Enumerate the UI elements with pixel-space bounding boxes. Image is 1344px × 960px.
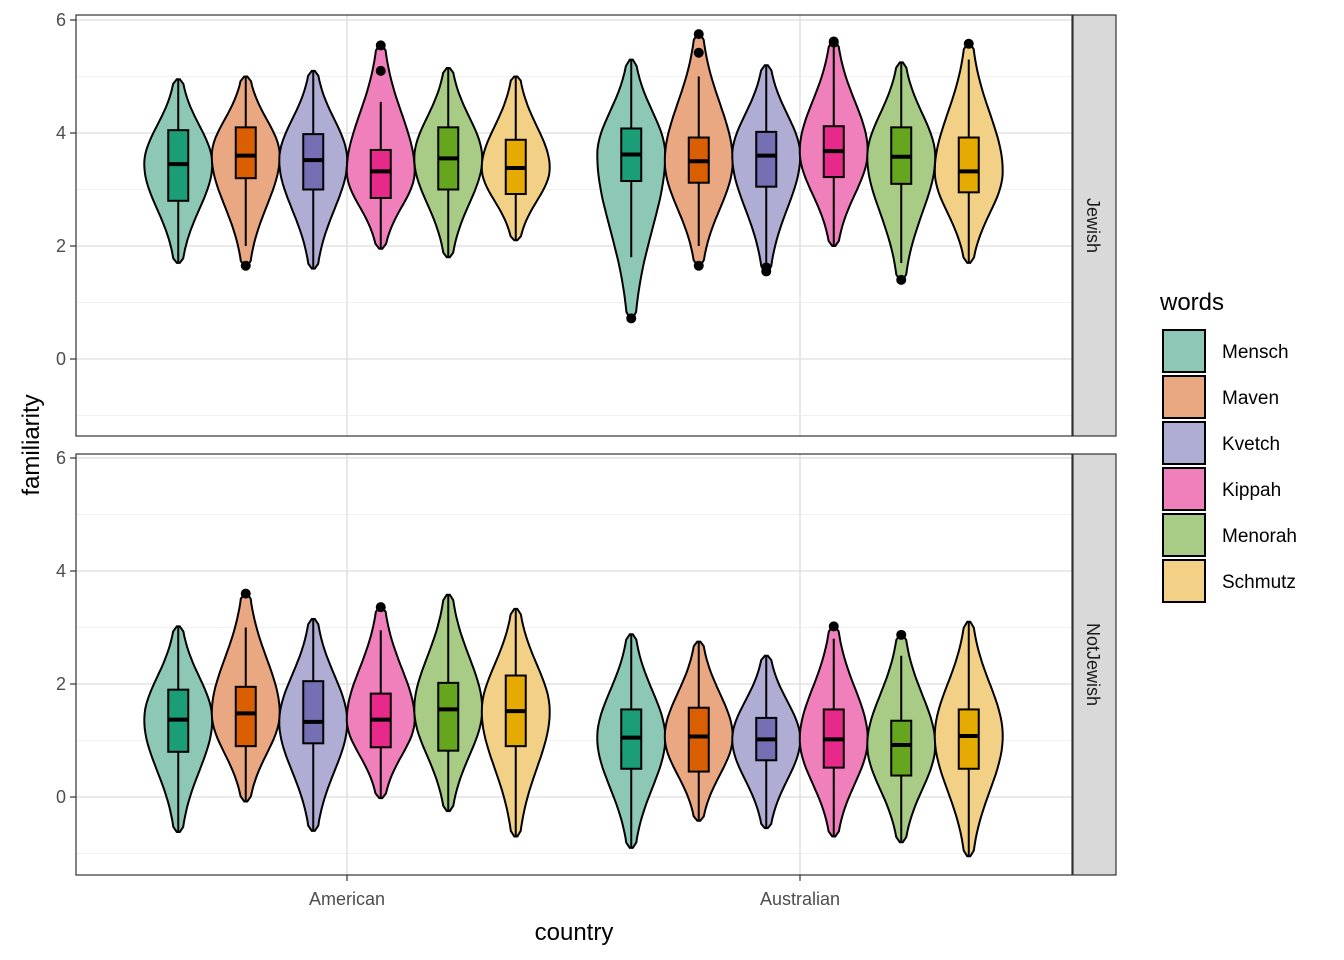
legend-label: Mensch — [1222, 342, 1289, 363]
legend-key — [1162, 421, 1206, 465]
legend-item-kippah: Kippah — [1162, 467, 1281, 511]
facet-strip-jewish: Jewish — [1072, 14, 1117, 437]
panel-violins — [143, 588, 1004, 858]
legend-item-kvetch: Kvetch — [1162, 421, 1280, 465]
legend-label: Maven — [1222, 388, 1279, 409]
panel-border — [75, 453, 1073, 876]
violin-mensch — [143, 625, 214, 833]
box-iqr — [755, 130, 778, 188]
violin-kvetch — [278, 69, 349, 270]
violin-kvetch — [731, 654, 802, 830]
outlier-point — [626, 313, 637, 324]
violin-kvetch — [278, 618, 349, 832]
violin-menorah — [866, 629, 937, 844]
violin-maven — [663, 29, 734, 271]
box-iqr — [687, 706, 710, 773]
x-axis: American Australian — [309, 875, 840, 909]
outlier-point — [693, 260, 704, 271]
x-tick-label: American — [309, 889, 385, 909]
legend-key — [1162, 467, 1206, 511]
violin-schmutz — [480, 607, 551, 838]
box-iqr — [234, 126, 257, 180]
outlier-point — [896, 629, 907, 640]
y-tick-label: 4 — [56, 561, 66, 581]
box-iqr — [302, 680, 325, 745]
x-axis-title: country — [535, 919, 614, 946]
violin-mensch — [143, 78, 214, 264]
outlier-point — [896, 274, 907, 285]
legend-item-menorah: Menorah — [1162, 513, 1297, 557]
outlier-point — [693, 47, 704, 58]
outlier-point — [240, 260, 251, 271]
outlier-point — [240, 588, 251, 599]
outlier-point — [963, 38, 974, 49]
strip-background — [1072, 453, 1117, 876]
y-tick-label: 0 — [56, 349, 66, 369]
panel-background — [76, 15, 1072, 436]
violin-maven — [210, 588, 281, 803]
outlier-point — [761, 262, 772, 273]
y-tick-label: 6 — [56, 448, 66, 468]
facet-panel-notjewish: NotJewish 0 2 4 6 — [56, 448, 1117, 876]
outlier-point — [828, 621, 839, 632]
violin-maven — [210, 75, 281, 271]
outlier-point — [828, 36, 839, 47]
legend-label: Menorah — [1222, 526, 1297, 547]
x-tick-label: Australian — [760, 889, 840, 909]
legend-item-schmutz: Schmutz — [1162, 559, 1296, 603]
y-tick-label: 6 — [56, 10, 66, 30]
panel-violins — [143, 29, 1004, 324]
violin-kippah — [798, 36, 869, 247]
legend-item-maven: Maven — [1162, 375, 1279, 419]
strip-label: Jewish — [1083, 198, 1103, 253]
legend-key — [1162, 375, 1206, 419]
violin-mensch — [596, 58, 667, 324]
legend-label: Kvetch — [1222, 434, 1280, 455]
violin-menorah — [866, 61, 937, 285]
violin-mensch — [596, 633, 667, 849]
legend: words Mensch Maven Kvetch Kippah Menorah Schm… — [1159, 289, 1297, 603]
violin-schmutz — [933, 38, 1004, 264]
outlier-point — [375, 602, 386, 613]
box-iqr — [369, 148, 392, 199]
violin-kippah — [345, 602, 416, 800]
legend-item-mensch: Mensch — [1162, 329, 1289, 373]
panel-border — [75, 14, 1073, 437]
box-iqr — [437, 681, 460, 752]
violin-maven — [663, 640, 734, 822]
strip-label: NotJewish — [1083, 623, 1103, 706]
violin-menorah — [413, 67, 484, 259]
outlier-point — [693, 29, 704, 40]
y-axis-ticks: 0 2 4 6 — [56, 10, 76, 369]
strip-background — [1072, 14, 1117, 437]
y-tick-label: 2 — [56, 674, 66, 694]
violin-kippah — [798, 621, 869, 838]
legend-items: Mensch Maven Kvetch Kippah Menorah Schmutz — [1162, 329, 1297, 603]
facet-strip-notjewish: NotJewish — [1072, 453, 1117, 876]
legend-label: Schmutz — [1222, 572, 1296, 593]
legend-key — [1162, 329, 1206, 373]
violin-kippah — [345, 40, 416, 250]
outlier-point — [375, 65, 386, 76]
y-tick-label: 0 — [56, 787, 66, 807]
violin-schmutz — [933, 620, 1004, 858]
y-tick-label: 2 — [56, 236, 66, 256]
box-iqr — [957, 708, 980, 770]
violin-kvetch — [731, 64, 802, 277]
outlier-point — [375, 40, 386, 51]
y-axis-ticks: 0 2 4 6 — [56, 448, 76, 807]
violin-schmutz — [480, 75, 551, 242]
y-tick-label: 4 — [56, 123, 66, 143]
violin-menorah — [413, 593, 484, 813]
box-iqr — [890, 719, 913, 777]
legend-title: words — [1159, 289, 1224, 316]
y-axis-title: familiarity — [18, 394, 45, 495]
legend-key — [1162, 513, 1206, 557]
box-iqr — [234, 685, 257, 748]
legend-label: Kippah — [1222, 480, 1281, 501]
facet-panel-jewish: Jewish 0 2 4 6 — [56, 10, 1117, 437]
box-iqr — [957, 136, 980, 194]
legend-key — [1162, 559, 1206, 603]
